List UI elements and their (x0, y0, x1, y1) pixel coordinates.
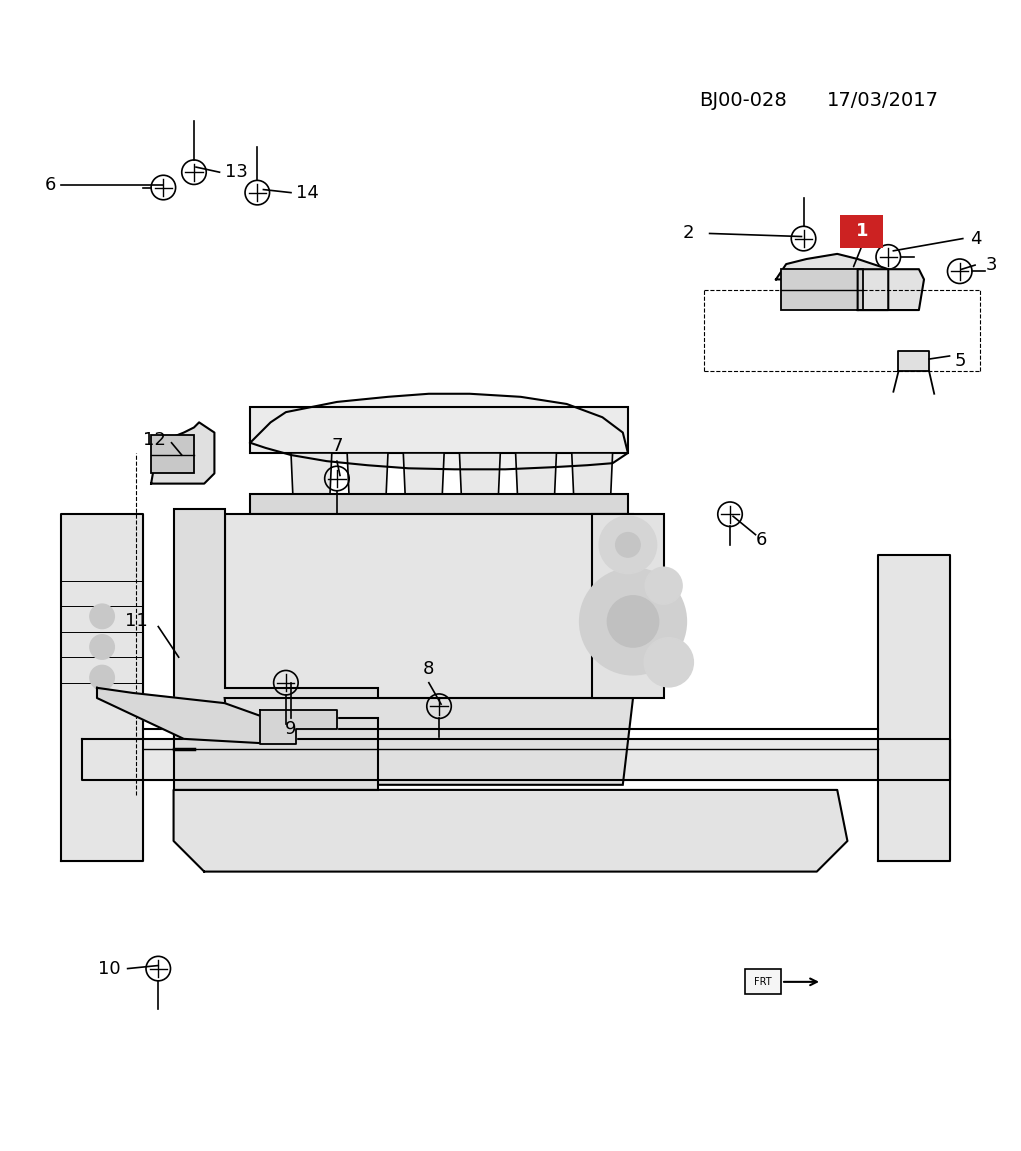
Polygon shape (403, 453, 444, 498)
Polygon shape (174, 718, 378, 790)
Polygon shape (776, 254, 888, 310)
Text: 3: 3 (985, 257, 996, 274)
Polygon shape (225, 514, 633, 698)
Text: 14: 14 (296, 184, 319, 201)
Text: 2: 2 (683, 224, 694, 243)
Polygon shape (516, 453, 556, 498)
Polygon shape (151, 435, 194, 473)
Text: FRT: FRT (755, 977, 772, 986)
Text: 6: 6 (45, 176, 56, 195)
Polygon shape (878, 555, 950, 861)
Circle shape (90, 604, 114, 628)
Polygon shape (250, 494, 628, 514)
Polygon shape (898, 351, 929, 372)
Text: 1: 1 (856, 222, 868, 241)
Polygon shape (97, 688, 296, 744)
Circle shape (580, 569, 686, 674)
Text: 12: 12 (143, 430, 165, 449)
Polygon shape (82, 739, 950, 779)
Circle shape (607, 596, 659, 647)
Polygon shape (61, 514, 143, 861)
Circle shape (90, 665, 114, 689)
Polygon shape (250, 394, 628, 470)
Text: 10: 10 (98, 960, 120, 977)
Text: 8: 8 (423, 660, 435, 678)
Text: 6: 6 (756, 531, 767, 549)
Polygon shape (151, 422, 214, 483)
Polygon shape (174, 509, 378, 739)
Circle shape (616, 533, 640, 557)
Text: 4: 4 (970, 229, 981, 247)
Polygon shape (250, 407, 628, 453)
Text: 5: 5 (955, 352, 966, 371)
Text: BJ00-028: BJ00-028 (699, 91, 787, 110)
Text: 9: 9 (285, 721, 297, 739)
Text: 7: 7 (331, 437, 343, 455)
Circle shape (645, 567, 682, 604)
Text: 11: 11 (126, 612, 148, 631)
FancyBboxPatch shape (840, 215, 883, 247)
Polygon shape (174, 790, 847, 871)
Polygon shape (592, 514, 664, 698)
Polygon shape (572, 453, 613, 498)
Text: 13: 13 (225, 163, 247, 181)
Circle shape (644, 638, 693, 687)
Circle shape (599, 517, 657, 573)
Polygon shape (459, 453, 500, 498)
Polygon shape (260, 710, 337, 744)
Circle shape (90, 634, 114, 660)
Polygon shape (225, 698, 633, 785)
Polygon shape (347, 453, 388, 498)
Polygon shape (858, 269, 924, 310)
Polygon shape (291, 453, 332, 498)
Text: CarClub: CarClub (229, 572, 547, 641)
Text: 17/03/2017: 17/03/2017 (827, 91, 939, 110)
Bar (745, 969, 781, 994)
Polygon shape (781, 269, 863, 310)
